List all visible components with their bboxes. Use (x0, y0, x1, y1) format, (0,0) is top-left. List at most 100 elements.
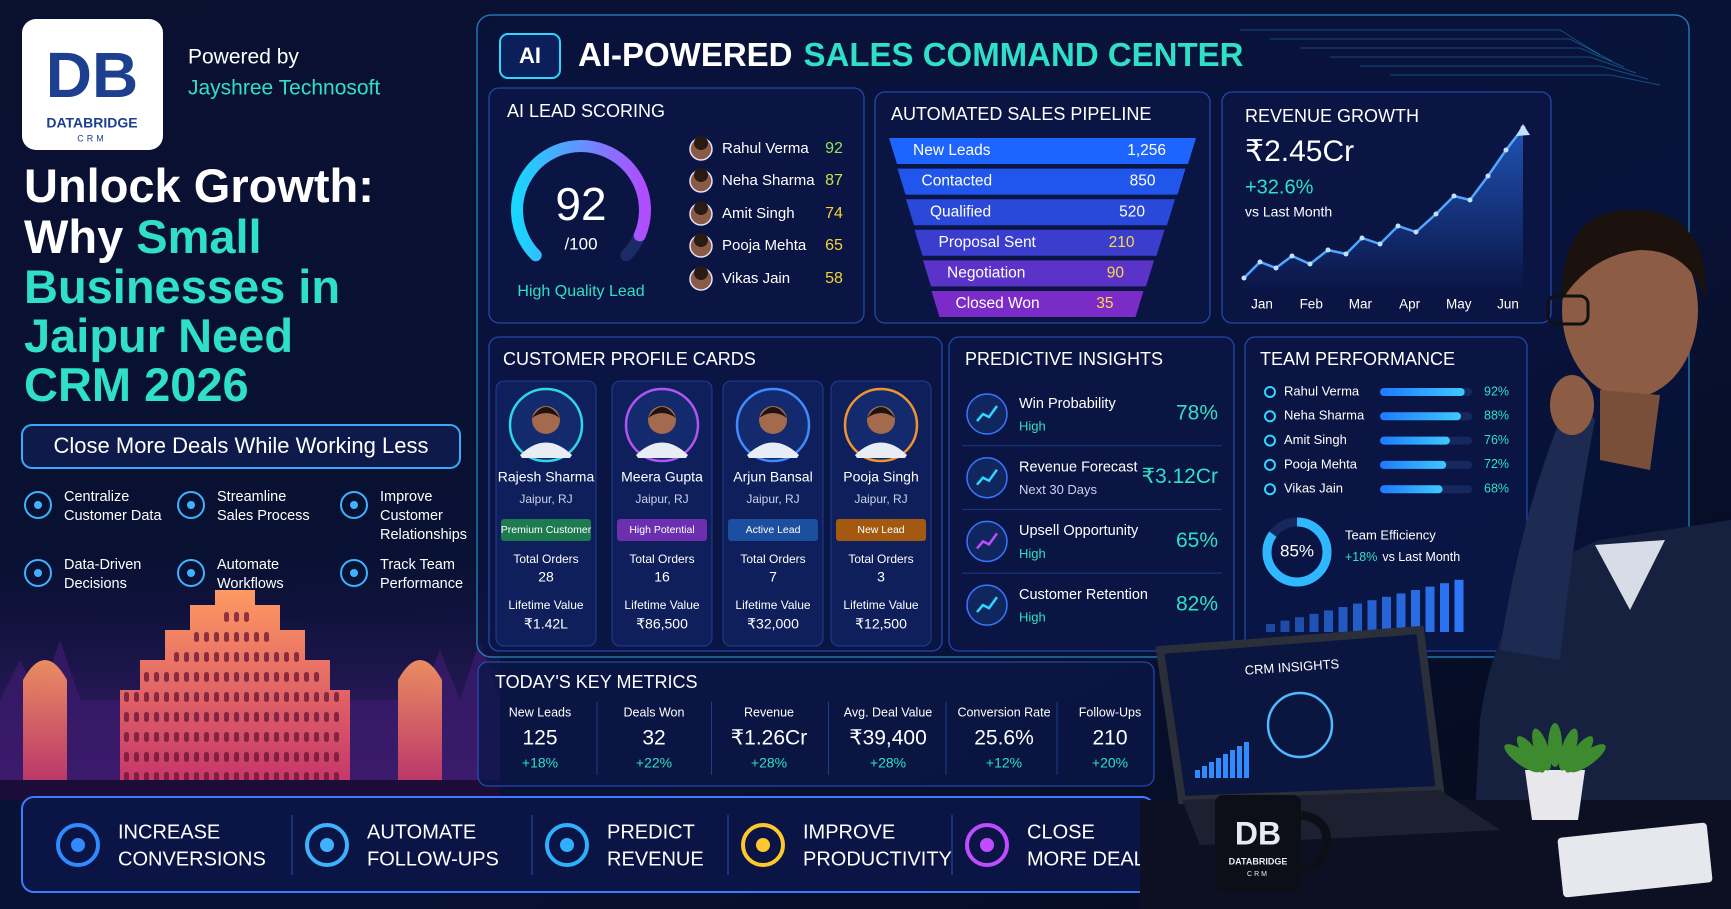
customers-panel (488, 336, 943, 652)
palace-window (284, 732, 289, 742)
palace-window (174, 672, 179, 682)
palace-window (274, 772, 279, 782)
palace-window (224, 772, 229, 782)
palace-tower (398, 660, 442, 795)
tagline-box (21, 424, 461, 469)
palace-window (294, 672, 299, 682)
funnel-stage (914, 229, 1165, 256)
mug (1215, 795, 1301, 892)
lead-score: 92 (825, 140, 843, 157)
deco-bar (1338, 607, 1348, 632)
orders-label: Total Orders (629, 552, 694, 566)
palace-window (164, 752, 169, 762)
palace-window (194, 652, 199, 662)
benefit-icon (545, 823, 589, 867)
member-value: 72% (1484, 457, 1509, 471)
stage-value: 210 (1109, 234, 1135, 251)
benefit-icon-core (980, 838, 994, 852)
stage-value: 1,256 (1127, 142, 1166, 159)
palace-window (214, 692, 219, 702)
panel-title: CUSTOMER PROFILE CARDS (503, 349, 756, 369)
member-icon (1264, 410, 1276, 423)
circuit-line (1360, 65, 1649, 80)
member-bar (1380, 485, 1443, 494)
palace-window (294, 732, 299, 742)
feature-text: Decisions (64, 576, 127, 592)
month-label: Feb (1300, 297, 1323, 312)
month-label: Mar (1349, 297, 1373, 312)
palace-window (334, 712, 339, 722)
palace-window (144, 752, 149, 762)
plant-leaf (1516, 736, 1546, 773)
palace-window (324, 752, 329, 762)
revenue-dot (1413, 229, 1419, 235)
palace-window (124, 772, 129, 782)
palace-window (134, 732, 139, 742)
benefit-text: INCREASE (118, 821, 220, 843)
member-icon (1264, 386, 1276, 398)
palace-window (314, 672, 319, 682)
feature-icon-dot (34, 501, 42, 509)
circuit-line (1270, 38, 1613, 62)
feature-text: Track Team (380, 557, 455, 573)
orders-value: 28 (538, 569, 554, 585)
insight-value: 82% (1176, 593, 1218, 616)
headline-part: Businesses in (24, 260, 340, 313)
metric-change: +12% (986, 755, 1022, 771)
metric-label: Avg. Deal Value (844, 705, 933, 719)
palace-window (334, 772, 339, 782)
month-label: Apr (1399, 297, 1421, 312)
palace-window (204, 772, 209, 782)
benefit-icon-core (756, 838, 770, 852)
orders-value: 16 (654, 569, 670, 585)
ltv-label: Lifetime Value (508, 598, 583, 612)
palace-window (184, 752, 189, 762)
stage-name: Proposal Sent (939, 234, 1037, 251)
plant-leaf (1569, 744, 1606, 773)
logo-name: DATABRIDGE (46, 115, 137, 131)
palace-window (324, 712, 329, 722)
feature-icon-dot (34, 569, 42, 577)
palace-tower (23, 660, 67, 795)
palace-window (224, 612, 229, 622)
benefit-text: CONVERSIONS (118, 848, 266, 870)
efficiency-change-compare: vs Last Month (1382, 550, 1460, 564)
palace-window (244, 712, 249, 722)
palace-window (234, 672, 239, 682)
feature-text: Data-Driven (64, 557, 141, 573)
deco-bar (1440, 583, 1449, 632)
palace-window (254, 652, 259, 662)
revenue-area (1244, 128, 1523, 292)
feature-icon (340, 491, 368, 519)
member-icon (1264, 434, 1276, 447)
headline-part: CRM 2026 (24, 358, 249, 411)
revenue-dot (1377, 241, 1383, 247)
deco-bar (1367, 600, 1377, 632)
deco-bar (1396, 593, 1406, 632)
customer-avatar-hair (867, 407, 895, 418)
palace-window (324, 732, 329, 742)
member-icon (1264, 483, 1276, 496)
palace-window (244, 652, 249, 662)
customer-name: Pooja Singh (843, 469, 919, 485)
feature-icon-dot (350, 501, 358, 509)
palace-window (214, 672, 219, 682)
palace-window (124, 692, 129, 702)
deco-bar (1353, 603, 1362, 632)
revenue-dot (1343, 251, 1349, 257)
palace-window (134, 712, 139, 722)
funnel-stage (889, 138, 1196, 164)
palace-window (124, 732, 129, 742)
laptop-bar (1237, 746, 1242, 778)
lead-name: Vikas Jain (722, 270, 790, 287)
dashboard-title: AI-POWERED SALES COMMAND CENTER (578, 36, 1244, 73)
circuit-line (1330, 56, 1637, 74)
palace-window (234, 632, 239, 642)
revenue-dot (1485, 173, 1491, 179)
insight-icon (966, 456, 1008, 499)
feature-icon (24, 559, 52, 587)
customer-avatar-body (636, 442, 688, 458)
customer-name: Arjun Bansal (733, 469, 812, 485)
palace-window (134, 772, 139, 782)
